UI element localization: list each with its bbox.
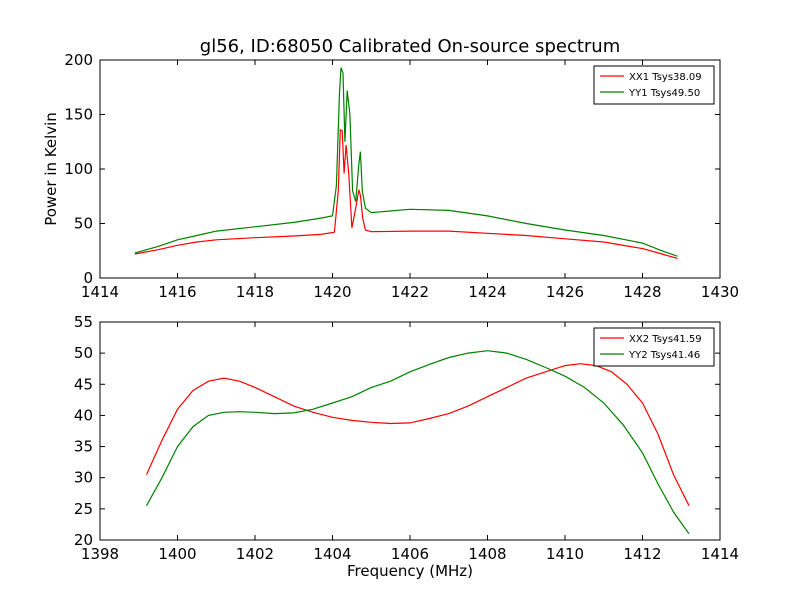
y-tick-label: 150 bbox=[64, 106, 93, 124]
legend-label: XX1 Tsys38.09 bbox=[629, 72, 702, 83]
legend-label: YY2 Tsys41.46 bbox=[628, 350, 700, 361]
legend: XX2 Tsys41.59 YY2 Tsys41.46 bbox=[593, 327, 715, 367]
y-tick-label: 200 bbox=[64, 51, 93, 69]
x-tick-label: 1414 bbox=[81, 283, 119, 301]
series-line-1 bbox=[134, 67, 678, 257]
y-tick-label: 50 bbox=[74, 215, 93, 233]
series-line-0 bbox=[134, 128, 678, 259]
x-tick-label: 1412 bbox=[623, 545, 661, 563]
x-tick-label: 1422 bbox=[391, 283, 429, 301]
series-line-1 bbox=[145, 350, 690, 535]
y-tick-label: 45 bbox=[74, 375, 93, 393]
y-tick-label: 25 bbox=[74, 500, 93, 518]
y-tick-label: 30 bbox=[74, 469, 93, 487]
y-tick-label: 40 bbox=[74, 406, 93, 424]
x-tick-label: 1416 bbox=[158, 283, 196, 301]
x-tick-label: 1428 bbox=[623, 283, 661, 301]
x-tick-label: 1418 bbox=[236, 283, 274, 301]
series-line-0 bbox=[145, 363, 690, 506]
x-axis-label: Frequency (MHz) bbox=[347, 562, 473, 580]
y-axis-label: Power in Kelvin bbox=[42, 112, 60, 226]
legend-label: YY1 Tsys49.50 bbox=[628, 88, 700, 99]
x-tick-label: 1402 bbox=[236, 545, 274, 563]
x-tick-label: 1426 bbox=[546, 283, 584, 301]
x-tick-label: 1424 bbox=[468, 283, 506, 301]
lower-spectrum-plot: 1398 1400 1402 1404 1406 1408 1410 1412 1414 20 25… bbox=[74, 313, 739, 580]
y-tick-label: 100 bbox=[64, 160, 93, 178]
x-tick-label: 1398 bbox=[81, 545, 119, 563]
x-tick-label: 1430 bbox=[701, 283, 739, 301]
x-tick-label: 1420 bbox=[313, 283, 351, 301]
legend-box bbox=[593, 327, 715, 367]
x-tick-label: 1408 bbox=[468, 545, 506, 563]
x-tick-label: 1410 bbox=[546, 545, 584, 563]
legend-label: XX2 Tsys41.59 bbox=[629, 334, 702, 345]
y-tick-label: 0 bbox=[83, 269, 93, 287]
x-tick-label: 1400 bbox=[158, 545, 196, 563]
figure-title: gl56, ID:68050 Calibrated On-source spec… bbox=[200, 36, 620, 57]
legend: XX1 Tsys38.09 YY1 Tsys49.50 bbox=[593, 65, 715, 105]
x-tick-label: 1406 bbox=[391, 545, 429, 563]
y-tick-label: 20 bbox=[74, 531, 93, 549]
x-tick-label: 1414 bbox=[701, 545, 739, 563]
legend-box bbox=[593, 65, 715, 105]
x-tick-label: 1404 bbox=[313, 545, 351, 563]
y-tick-label: 50 bbox=[74, 344, 93, 362]
y-tick-label: 55 bbox=[74, 313, 93, 331]
upper-spectrum-plot: 1414 1416 1418 1420 1422 1424 1426 1428 1430 0 50 1… bbox=[42, 51, 739, 301]
y-tick-label: 35 bbox=[74, 438, 93, 456]
